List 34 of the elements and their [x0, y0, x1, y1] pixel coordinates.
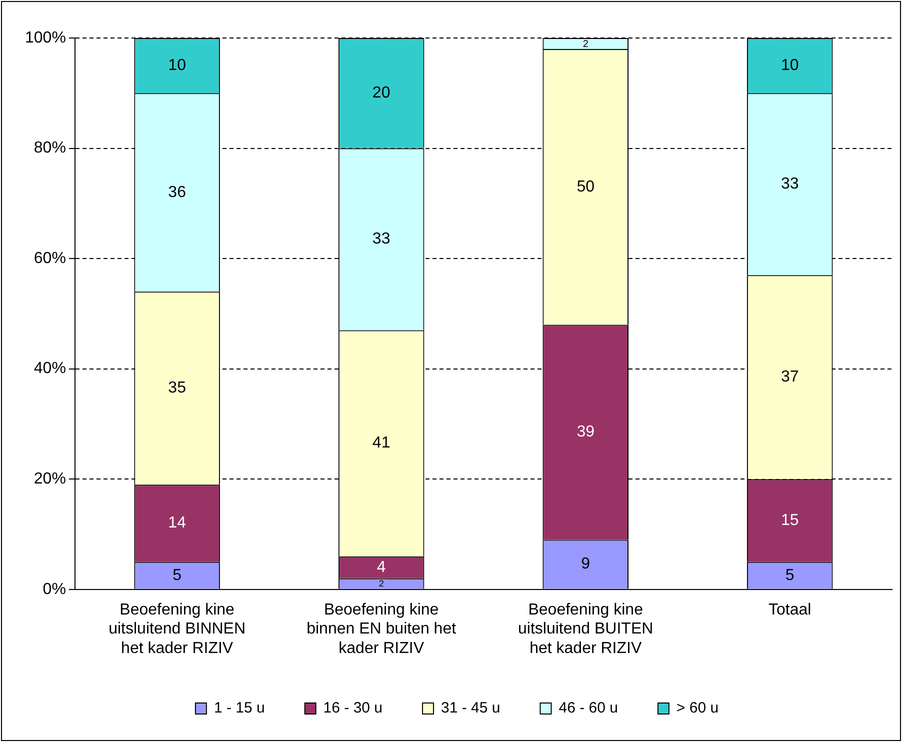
data-label: 41	[372, 434, 390, 452]
x-tick-label: Totaal	[768, 601, 812, 618]
data-label: 35	[168, 380, 186, 397]
data-label: 37	[780, 368, 799, 386]
y-tick-label: 60%	[34, 250, 66, 267]
legend-label: 31 - 45 u	[441, 700, 500, 717]
data-label: 36	[168, 184, 186, 201]
data-label: 33	[372, 230, 390, 248]
x-tick-label: Beoefening kine uitsluitend BUITEN het kader RIZIV	[518, 601, 654, 657]
data-label: 10	[168, 56, 186, 74]
data-label: 50	[576, 178, 595, 196]
data-label: 20	[372, 84, 390, 102]
x-tick-label: Beoefening kine binnen EN buiten het kader RIZIV	[306, 601, 457, 657]
data-label: 14	[168, 514, 186, 532]
data-label: 5	[172, 566, 182, 584]
data-label: 39	[576, 424, 595, 441]
y-tick-label: 20%	[34, 470, 66, 488]
legend-label: 46 - 60 u	[558, 700, 618, 717]
data-label: 15	[780, 512, 799, 529]
y-tick-label: 80%	[34, 140, 66, 157]
data-label: 2	[378, 578, 384, 589]
data-label: 33	[780, 176, 799, 193]
legend-label: > 60 u	[676, 700, 719, 717]
data-label: 4	[376, 558, 386, 576]
data-label: 2	[582, 38, 589, 50]
data-label: 10	[780, 56, 799, 74]
data-label: 5	[785, 566, 794, 584]
legend-label: 16 - 30 u	[323, 700, 383, 717]
x-tick-label: Beoefening kine uitsluitend BINNEN het kader RIZIV	[108, 601, 246, 657]
y-tick-label: 40%	[34, 360, 66, 378]
y-tick-label: 0%	[42, 580, 66, 598]
data-label: 9	[581, 556, 590, 573]
y-tick-label: 100%	[25, 29, 66, 46]
legend-label: 1 - 15 u	[214, 700, 265, 717]
